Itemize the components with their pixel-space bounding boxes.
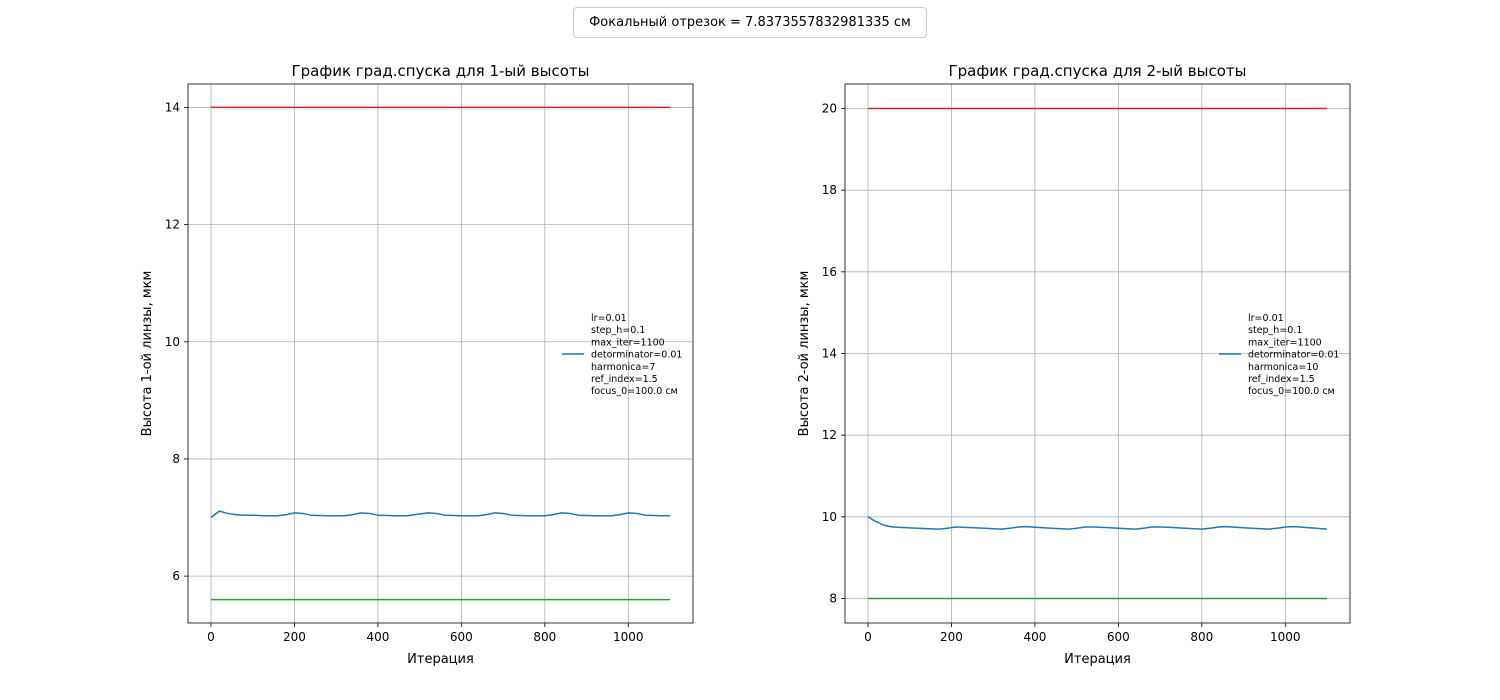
x-tick-label: 800 — [1190, 630, 1213, 644]
axes-frame — [187, 83, 694, 624]
series-line-1 — [210, 510, 671, 519]
x-tick-label: 200 — [940, 630, 963, 644]
y-tick-label: 10 — [822, 510, 837, 524]
y-tick-label: 12 — [822, 428, 837, 442]
figure-suptitle: Фокальный отрезок = 7.8373557832981335 с… — [573, 7, 927, 38]
y-axis-label: Высота 2-ой линзы, мкм — [797, 271, 812, 437]
x-axis-label: Итерация — [407, 652, 474, 667]
x-axis-label: Итерация — [1064, 652, 1131, 667]
legend-line: step_h=0.1 — [1248, 325, 1302, 336]
x-tick-label: 400 — [1023, 630, 1046, 644]
legend-line: ref_index=1.5 — [1248, 374, 1315, 385]
y-tick-label: 8 — [172, 452, 180, 466]
legend-line: max_iter=1100 — [1248, 337, 1322, 348]
x-tick-label: 800 — [533, 630, 556, 644]
subplot-1: 0 200 400 600 800 1000 6 8 10 12 14 График град.спу… — [140, 62, 694, 667]
legend-line: step_h=0.1 — [591, 325, 645, 336]
x-tick-label: 0 — [207, 630, 215, 644]
x-tick-label: 0 — [864, 630, 872, 644]
y-tick-label: 8 — [829, 592, 837, 606]
y-tick-label: 18 — [822, 183, 837, 197]
x-tick-label: 200 — [283, 630, 306, 644]
x-tick-label: 1000 — [613, 630, 644, 644]
legend-line: focus_0=100.0 см — [591, 386, 678, 397]
legend-line: harmonica=10 — [1248, 362, 1318, 373]
y-axis-label: Высота 1-ой линзы, мкм — [140, 271, 155, 437]
legend-line: detorminator=0.01 — [591, 350, 682, 361]
legend-line: lr=0.01 — [591, 313, 627, 324]
x-tick-label: 600 — [450, 630, 473, 644]
y-tick-label: 14 — [165, 100, 180, 114]
y-tick-label: 20 — [822, 102, 837, 116]
x-tick-label: 600 — [1107, 630, 1130, 644]
legend-line: focus_0=100.0 см — [1248, 386, 1335, 397]
y-tick-label: 14 — [822, 347, 837, 361]
legend-line: harmonica=7 — [591, 362, 655, 373]
chart-title: График град.спуска для 2-ый высоты — [949, 62, 1247, 80]
legend-text: lr=0.01 step_h=0.1 max_iter=1100 detorminat… — [1248, 313, 1339, 397]
legend-line: max_iter=1100 — [591, 337, 665, 348]
legend-line: detorminator=0.01 — [1248, 350, 1339, 361]
subplot-2: 0 200 400 600 800 1000 8 10 12 14 16 18 20 График гра… — [797, 62, 1351, 667]
y-tick-label: 12 — [165, 218, 180, 232]
chart-title: График град.спуска для 1-ый высоты — [292, 62, 590, 80]
y-tick-label: 16 — [822, 265, 837, 279]
x-tick-label: 400 — [366, 630, 389, 644]
y-tick-label: 6 — [172, 569, 180, 583]
legend-text: lr=0.01 step_h=0.1 max_iter=1100 detorminat… — [591, 313, 682, 397]
y-tick-label: 10 — [165, 335, 180, 349]
suptitle-text: Фокальный отрезок = 7.8373557832981335 с… — [589, 15, 911, 30]
series-line-1 — [867, 516, 1328, 530]
x-tick-label: 1000 — [1270, 630, 1301, 644]
legend-line: ref_index=1.5 — [591, 374, 658, 385]
legend-line: lr=0.01 — [1248, 313, 1284, 324]
